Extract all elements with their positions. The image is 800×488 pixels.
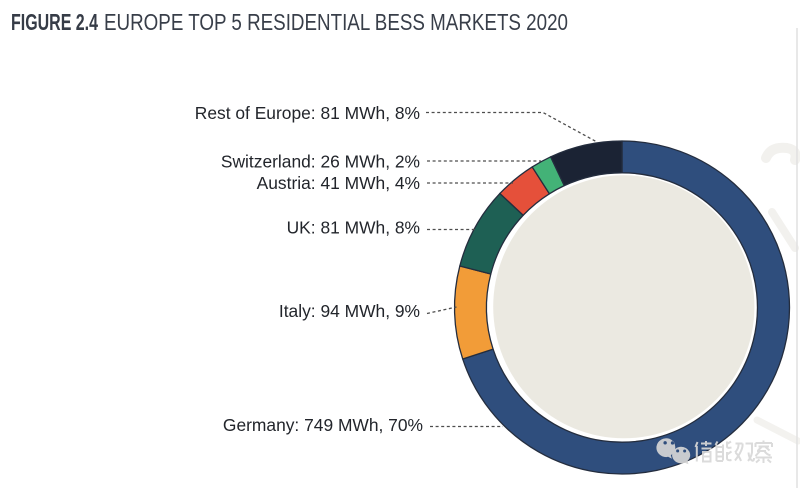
svg-text:Germany: 749 MWh, 70%: Germany: 749 MWh, 70% [223, 415, 423, 435]
svg-text:UK: 81 MWh, 8%: UK: 81 MWh, 8% [287, 218, 420, 238]
svg-text:Switzerland: 26 MWh, 2%: Switzerland: 26 MWh, 2% [221, 152, 420, 172]
svg-text:Austria: 41 MWh, 4%: Austria: 41 MWh, 4% [257, 173, 420, 193]
svg-text:Italy: 94 MWh, 9%: Italy: 94 MWh, 9% [279, 301, 420, 321]
svg-text:Rest of Europe: 81 MWh, 8%: Rest of Europe: 81 MWh, 8% [195, 103, 420, 123]
